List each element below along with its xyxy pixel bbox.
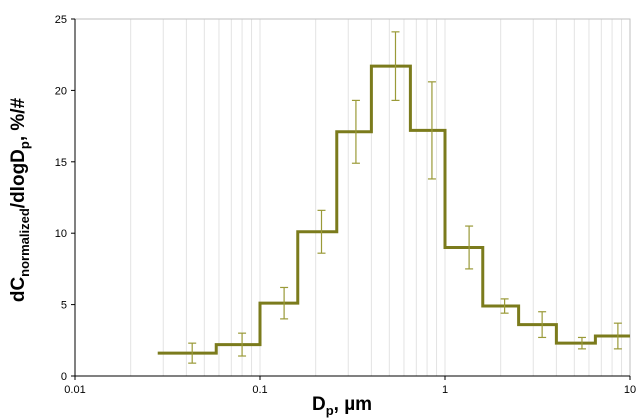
y-axis-title-part-2: normalized bbox=[17, 208, 32, 277]
x-tick-label: 10 bbox=[624, 384, 636, 396]
error-bar bbox=[613, 322, 622, 350]
error-bars bbox=[188, 31, 622, 364]
y-tick-label: 15 bbox=[55, 157, 67, 169]
x-axis-title-sub: p bbox=[326, 403, 334, 418]
y-tick-label: 10 bbox=[55, 228, 67, 240]
y-tick-label: 0 bbox=[61, 371, 67, 383]
y-tick-label: 25 bbox=[55, 14, 67, 26]
error-bar bbox=[317, 209, 326, 254]
y-axis-title: dCnormalized/dlogDp, %/# bbox=[8, 97, 32, 302]
y-axis-title-part-4: p bbox=[17, 141, 32, 149]
error-bar bbox=[577, 336, 586, 350]
axes bbox=[74, 18, 631, 377]
error-bar bbox=[538, 311, 547, 339]
grid-lines bbox=[130, 19, 623, 376]
y-tick-labels: 0 5 10 15 20 25 bbox=[55, 14, 75, 383]
error-bar bbox=[465, 225, 474, 270]
x-axis-title-main: D bbox=[312, 394, 326, 415]
y-tick-label: 5 bbox=[61, 300, 67, 312]
y-axis-title-part-5: , %/# bbox=[8, 97, 29, 141]
x-tick-label: 0.01 bbox=[64, 384, 85, 396]
series-distribution bbox=[157, 64, 630, 355]
error-bar bbox=[391, 31, 400, 101]
x-axis-title-suffix: , µm bbox=[334, 394, 372, 415]
x-tick-labels: 0.01 0.1 1 10 bbox=[64, 376, 636, 396]
y-tick-label: 20 bbox=[55, 85, 67, 97]
error-bar bbox=[280, 286, 289, 320]
plot-frame bbox=[74, 18, 631, 377]
error-bar bbox=[427, 81, 436, 180]
x-tick-label: 1 bbox=[442, 384, 448, 396]
x-axis-title: Dp, µm bbox=[312, 394, 372, 418]
error-bar bbox=[238, 332, 247, 357]
x-tick-label: 0.1 bbox=[252, 384, 267, 396]
error-bar bbox=[188, 342, 197, 364]
error-bar bbox=[351, 99, 360, 164]
y-axis-title-part-3: /dlogD bbox=[8, 149, 29, 208]
error-bar bbox=[500, 298, 509, 314]
distribution-step-line bbox=[157, 64, 630, 355]
y-axis-title-part-1: dC bbox=[8, 277, 29, 303]
